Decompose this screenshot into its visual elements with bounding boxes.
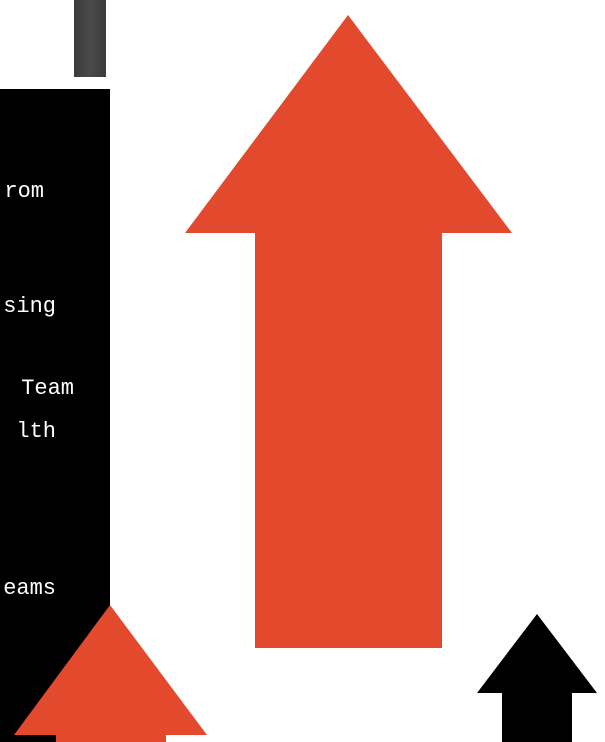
gray-bar: [74, 0, 106, 77]
panel-line-2: sing: [3, 294, 56, 319]
panel-line-1: rom: [4, 179, 44, 204]
panel-line-4: lth: [16, 419, 56, 444]
large-orange-up-arrow-icon: [185, 15, 512, 648]
panel-line-5: eams: [3, 576, 56, 601]
small-black-up-arrow-icon: [477, 614, 597, 742]
panel-line-3: Team: [21, 376, 74, 401]
small-orange-up-arrow-icon: [14, 605, 207, 742]
